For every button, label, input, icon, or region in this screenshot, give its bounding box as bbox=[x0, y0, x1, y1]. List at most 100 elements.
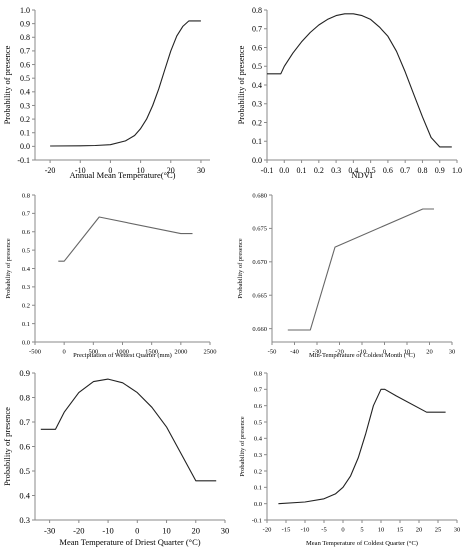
y-axis-label: Probability of presence bbox=[239, 416, 246, 476]
x-tick-label: 5 bbox=[360, 527, 363, 534]
y-tick-label: 0.7 bbox=[252, 25, 262, 34]
y-tick-label: 0.1 bbox=[252, 137, 262, 146]
x-tick-label: -5 bbox=[321, 527, 326, 534]
x-tick-label: 20 bbox=[426, 349, 433, 356]
y-tick-label: 0.6 bbox=[254, 403, 263, 410]
y-tick-label: 0.5 bbox=[20, 74, 30, 83]
x-tick-label: -30 bbox=[44, 526, 55, 536]
y-tick-label: 0.8 bbox=[254, 370, 262, 377]
x-axis-label: NDVI bbox=[351, 170, 372, 180]
y-tick-label: 0.0 bbox=[252, 156, 262, 165]
chart-ndvi: 0.00.10.20.30.40.50.60.70.8-0.1 0.0 0.1 0.2… bbox=[236, 6, 462, 180]
series-line bbox=[287, 208, 434, 331]
x-tick-label: 2000 bbox=[174, 349, 187, 356]
y-tick-label: 0.5 bbox=[252, 62, 262, 71]
y-tick-label: 0.660 bbox=[252, 326, 267, 333]
y-tick-label: 0.0 bbox=[22, 339, 30, 346]
x-tick-label: 0.2 bbox=[314, 166, 324, 175]
y-tick-label: 0.5 bbox=[254, 419, 262, 426]
y-tick-label: 0.0 bbox=[254, 501, 262, 508]
x-tick-label: 0.3 bbox=[331, 166, 341, 175]
y-tick-label: 0.1 bbox=[20, 129, 30, 138]
y-tick-label: 0.7 bbox=[19, 417, 30, 427]
chart-min-temperature-coldest-month: 0.660 0.665 0.670 0.675 0.680 -50 -40 -30 -20 -10… bbox=[237, 192, 456, 359]
y-axis-label: Probability of presence bbox=[5, 238, 12, 298]
x-tick-label: 0.0 bbox=[279, 166, 289, 175]
y-tick-label: 0.3 bbox=[252, 100, 262, 109]
y-tick-label: 0.2 bbox=[252, 118, 262, 127]
y-tick-label: 0.9 bbox=[19, 368, 30, 378]
y-tick-label: 0.3 bbox=[19, 515, 30, 525]
x-tick-label: 20 bbox=[192, 526, 201, 536]
x-tick-label: 0.4 bbox=[348, 166, 358, 175]
y-tick-label: 0.7 bbox=[254, 387, 263, 394]
y-tick-label: 0.1 bbox=[22, 321, 30, 328]
chart-mean-temperature-coldest-quarter: -0.1 0.0 0.1 0.2 0.3 0.4 0.5 0.6 0.7 0.8 -20 -15 -10… bbox=[239, 370, 461, 547]
x-tick-label: -20 bbox=[335, 349, 344, 356]
x-tick-label: 10 bbox=[162, 526, 171, 536]
chart-mean-temperature-driest-quarter: 0.3 0.4 0.5 0.6 0.7 0.8 0.9 -30 -20 -10 0 10 20 30 Mea… bbox=[2, 368, 230, 547]
y-tick-label: 0.4 bbox=[19, 490, 30, 500]
chart-precipitation-wettest-quarter: 0.0 0.1 0.2 0.3 0.4 0.5 0.6 0.7 0.8 -500 0 500 1000 1… bbox=[5, 192, 217, 359]
x-tick-label: 10 bbox=[378, 527, 385, 534]
x-tick-label: 30 bbox=[449, 349, 456, 356]
y-tick-label: 0.3 bbox=[22, 284, 30, 291]
y-tick-label: 0.680 bbox=[252, 192, 267, 199]
y-tick-label: 0.670 bbox=[252, 259, 267, 266]
x-tick-label: -10 bbox=[301, 527, 310, 534]
x-tick-label: 20 bbox=[167, 166, 175, 175]
series-line bbox=[50, 20, 201, 147]
x-tick-label: 0.7 bbox=[400, 166, 410, 175]
x-tick-label: -10 bbox=[75, 166, 86, 175]
y-tick-label: 0.6 bbox=[252, 43, 262, 52]
y-tick-label: -0.1 bbox=[17, 156, 30, 165]
x-axis-label: Min-Temperature of Coldest Month (°C) bbox=[309, 352, 415, 359]
x-tick-label: -40 bbox=[290, 349, 299, 356]
x-tick-label: 20 bbox=[416, 527, 423, 534]
y-tick-label: 0.6 bbox=[19, 441, 30, 451]
x-tick-label: 0.8 bbox=[417, 166, 427, 175]
x-tick-label: -20 bbox=[73, 526, 84, 536]
y-tick-label: -0.1 bbox=[252, 517, 262, 524]
series-line bbox=[58, 216, 193, 262]
series-line bbox=[267, 13, 452, 148]
x-tick-label: -50 bbox=[268, 349, 277, 356]
x-tick-label: 10 bbox=[137, 166, 145, 175]
y-tick-label: 0.9 bbox=[20, 19, 30, 28]
x-tick-label: -20 bbox=[45, 166, 56, 175]
x-tick-label: 1.0 bbox=[452, 166, 462, 175]
y-axis-label: Probability of presence bbox=[237, 238, 244, 298]
y-tick-label: 0.2 bbox=[22, 303, 30, 310]
y-tick-label: 0.8 bbox=[20, 33, 30, 42]
y-tick-label: 0.8 bbox=[19, 392, 30, 402]
x-tick-label: 0.1 bbox=[297, 166, 307, 175]
x-tick-label: 0 bbox=[383, 349, 386, 356]
y-tick-label: 0.3 bbox=[254, 452, 262, 459]
x-axis-label: Mean Temperature of Driest Quarter (°C) bbox=[59, 537, 200, 547]
y-axis-label: Probability of presence bbox=[2, 45, 12, 124]
x-tick-label: -10 bbox=[102, 526, 113, 536]
x-tick-label: 0 bbox=[135, 526, 139, 536]
x-tick-label: -10 bbox=[358, 349, 367, 356]
x-tick-label: 30 bbox=[454, 527, 461, 534]
x-tick-label: -20 bbox=[263, 527, 272, 534]
x-axis-label: Mean Temperature of Coldest Quarter (°C) bbox=[306, 540, 418, 547]
x-tick-label: 30 bbox=[221, 526, 230, 536]
x-axis-label: Precipitation of Wettest Quarter (mm) bbox=[73, 352, 172, 359]
y-tick-label: 0.3 bbox=[20, 101, 30, 110]
x-tick-label: 1000 bbox=[116, 349, 129, 356]
x-tick-label: -500 bbox=[29, 349, 41, 356]
series-line bbox=[40, 378, 217, 482]
x-tick-label: 0.6 bbox=[383, 166, 393, 175]
y-tick-label: 0.6 bbox=[22, 229, 31, 236]
x-tick-label: 0 bbox=[341, 527, 344, 534]
x-axis-label: Annual Mean Temperature(°C) bbox=[69, 170, 175, 180]
y-tick-label: 0.665 bbox=[252, 293, 267, 300]
x-tick-label: 0.9 bbox=[435, 166, 445, 175]
y-tick-label: 0.8 bbox=[252, 6, 262, 15]
y-tick-label: 0.0 bbox=[20, 142, 30, 151]
x-tick-label: 30 bbox=[197, 166, 205, 175]
y-tick-label: 0.8 bbox=[22, 192, 30, 199]
x-tick-label: -15 bbox=[282, 527, 291, 534]
x-tick-label: 25 bbox=[435, 527, 442, 534]
